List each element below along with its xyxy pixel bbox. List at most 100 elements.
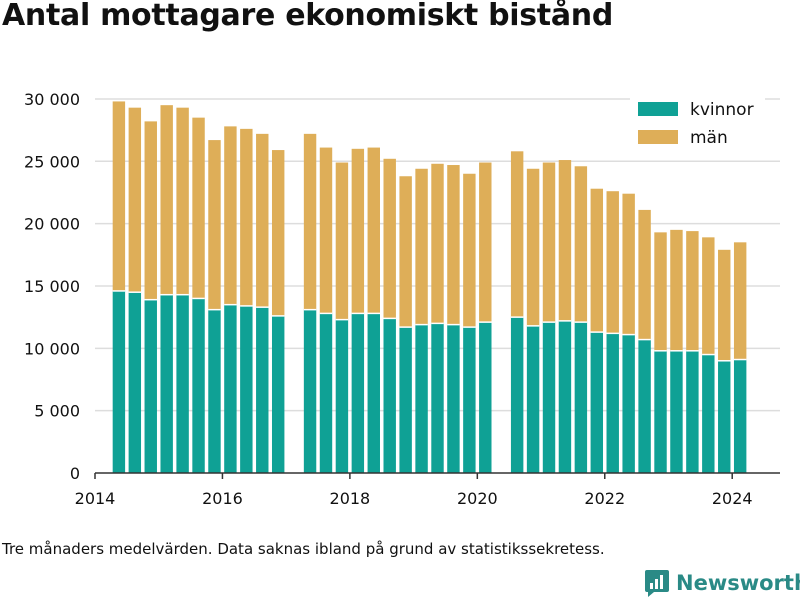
bar-kvinnor [335,319,349,473]
bar-man [733,242,747,360]
bar-man [176,107,189,295]
bar-kvinnor [447,324,460,473]
bar-man [558,160,572,321]
bar-man [510,151,524,318]
bar-kvinnor [479,322,492,473]
y-tick-label: 0 [70,464,80,483]
bar-man [335,162,349,320]
bar-kvinnor [256,307,269,473]
bar-man [622,193,635,335]
bar-kvinnor [176,294,189,473]
legend-label: män [690,128,728,148]
bar-kvinnor [383,318,396,473]
bar-kvinnor [431,323,444,473]
bar-man [415,168,428,325]
bar-man [686,231,699,351]
brand-name: Newsworthy [676,571,800,595]
y-tick-label: 15 000 [24,277,80,296]
bar-man [463,173,476,328]
x-tick-label: 2016 [202,489,243,508]
bar-kvinnor [558,320,572,473]
bar-man [654,232,667,351]
legend: kvinnor män [630,95,765,155]
bar-man [590,188,604,333]
bar-man [431,163,444,324]
y-tick-label: 20 000 [24,215,80,234]
bar-man [112,101,126,291]
y-tick-label: 30 000 [24,90,80,109]
legend-swatch [638,102,678,116]
bar-man [574,166,588,323]
bar-kvinnor [399,327,412,473]
bar-man [208,140,221,310]
bar-kvinnor [160,294,173,473]
bar-man [702,237,715,355]
bar-kvinnor [112,290,126,473]
bar-man [303,133,317,310]
bar-man [479,162,492,323]
bar-man [160,105,173,295]
bar-kvinnor [415,324,428,473]
y-tick-label: 25 000 [24,152,80,171]
bar-kvinnor [128,292,142,473]
bar-kvinnor [606,333,619,473]
bar-man [718,249,731,361]
bar-man [399,176,412,328]
bar-man [319,147,333,314]
bar-kvinnor [208,309,221,473]
bar-kvinnor [638,339,651,473]
bar-kvinnor [574,322,588,473]
bar-man [447,165,460,325]
bar-kvinnor [303,309,317,473]
bar-chart-logo-icon [645,570,669,597]
bar-kvinnor [367,313,380,473]
y-tick-label: 5 000 [34,402,80,421]
stacked-bar-chart: 0 5 000 10 000 15 000 20 000 25 000 30 000 2014… [24,90,780,508]
bar-kvinnor [510,317,524,473]
bar-man [638,209,651,340]
bar-kvinnor [351,313,365,473]
bar-kvinnor [463,327,476,473]
bar-kvinnor [192,298,205,473]
x-tick-label: 2014 [75,489,116,508]
bar-man [128,107,142,293]
x-tick-label: 2024 [712,489,753,508]
bar-man [367,147,380,314]
bar-kvinnor [144,299,157,473]
bar-man [526,168,540,326]
axes: 0 5 000 10 000 15 000 20 000 25 000 30 000 2014… [24,90,780,508]
bar-kvinnor [622,334,635,473]
x-tick-label: 2018 [330,489,371,508]
x-tick-label: 2022 [584,489,625,508]
bar-man [192,117,205,299]
bar-kvinnor [686,350,699,473]
bar-kvinnor [654,350,667,473]
bar-man [542,162,556,323]
bar-kvinnor [526,325,540,473]
bar-kvinnor [733,359,747,473]
bar-kvinnor [590,332,604,473]
bar-man [383,158,396,319]
bar-kvinnor [718,360,731,473]
bar-kvinnor [240,305,253,473]
chart-title: Antal mottagare ekonomiskt bistånd [2,0,614,33]
bar-kvinnor [319,313,333,473]
bar-man [606,191,619,334]
legend-swatch [638,130,678,144]
bar-man [271,150,285,316]
bar-man [670,229,683,351]
bar-kvinnor [542,322,556,473]
bar-man [240,128,253,306]
bar-man [144,121,157,300]
bar-kvinnor [702,354,715,473]
bars [112,101,747,473]
x-tick-label: 2020 [457,489,498,508]
bar-man [224,126,237,305]
legend-label: kvinnor [690,100,754,120]
footnote: Tre månaders medelvärden. Data saknas ib… [2,540,605,558]
bar-man [256,133,269,308]
bar-kvinnor [271,315,285,473]
bar-kvinnor [670,350,683,473]
brand-logo[interactable]: Newsworthy [644,568,800,598]
bar-kvinnor [224,304,237,473]
